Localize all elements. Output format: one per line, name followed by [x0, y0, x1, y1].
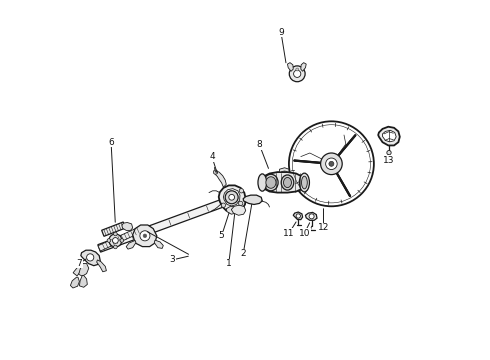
- Polygon shape: [288, 63, 293, 71]
- Text: 10: 10: [298, 229, 310, 238]
- Text: 4: 4: [209, 152, 215, 161]
- Polygon shape: [293, 212, 303, 220]
- Polygon shape: [79, 264, 89, 276]
- Text: 8: 8: [257, 140, 262, 149]
- Polygon shape: [301, 63, 306, 71]
- Ellipse shape: [264, 174, 278, 191]
- Text: 12: 12: [318, 223, 329, 232]
- Polygon shape: [378, 127, 400, 145]
- Circle shape: [140, 231, 150, 241]
- Circle shape: [309, 214, 314, 219]
- Polygon shape: [305, 212, 317, 220]
- Polygon shape: [226, 207, 238, 214]
- Polygon shape: [231, 205, 245, 215]
- Ellipse shape: [281, 175, 294, 190]
- Polygon shape: [71, 277, 79, 288]
- Polygon shape: [81, 250, 100, 266]
- Polygon shape: [126, 240, 136, 249]
- Polygon shape: [133, 225, 157, 247]
- Text: 6: 6: [108, 138, 114, 147]
- Circle shape: [120, 239, 123, 242]
- Text: 7: 7: [76, 259, 82, 268]
- Circle shape: [87, 254, 94, 261]
- Polygon shape: [383, 130, 396, 142]
- Circle shape: [109, 234, 122, 247]
- Polygon shape: [154, 240, 163, 248]
- Polygon shape: [122, 222, 133, 230]
- Circle shape: [221, 203, 225, 207]
- Circle shape: [296, 68, 298, 71]
- Polygon shape: [101, 222, 125, 236]
- Circle shape: [239, 189, 244, 193]
- Polygon shape: [215, 171, 226, 187]
- Circle shape: [113, 238, 118, 243]
- Text: 3: 3: [170, 256, 175, 264]
- Text: 11: 11: [283, 229, 294, 238]
- Circle shape: [114, 232, 117, 236]
- Text: 9: 9: [278, 28, 284, 37]
- Circle shape: [289, 66, 305, 82]
- Polygon shape: [98, 226, 144, 251]
- Polygon shape: [243, 195, 262, 204]
- Polygon shape: [79, 275, 87, 287]
- Text: 1: 1: [226, 259, 232, 268]
- Circle shape: [114, 245, 117, 249]
- Polygon shape: [280, 168, 289, 172]
- Circle shape: [107, 239, 111, 242]
- Polygon shape: [98, 193, 243, 252]
- Polygon shape: [219, 185, 245, 212]
- Polygon shape: [97, 260, 106, 272]
- Ellipse shape: [258, 174, 267, 191]
- Text: 2: 2: [241, 249, 246, 258]
- Circle shape: [143, 234, 147, 238]
- Circle shape: [294, 70, 301, 77]
- Polygon shape: [73, 266, 83, 276]
- Ellipse shape: [284, 177, 292, 188]
- Circle shape: [239, 201, 243, 206]
- Circle shape: [213, 170, 218, 174]
- Text: 13: 13: [383, 156, 394, 165]
- Circle shape: [229, 194, 235, 200]
- Ellipse shape: [301, 176, 307, 189]
- Ellipse shape: [299, 173, 310, 192]
- Text: 5: 5: [219, 231, 224, 240]
- Circle shape: [387, 150, 391, 155]
- Circle shape: [329, 161, 334, 166]
- Circle shape: [289, 121, 374, 206]
- Circle shape: [320, 153, 342, 175]
- Circle shape: [326, 158, 337, 170]
- Ellipse shape: [266, 177, 276, 188]
- Circle shape: [296, 214, 300, 218]
- Circle shape: [225, 191, 238, 204]
- Polygon shape: [223, 189, 240, 206]
- Polygon shape: [262, 172, 304, 193]
